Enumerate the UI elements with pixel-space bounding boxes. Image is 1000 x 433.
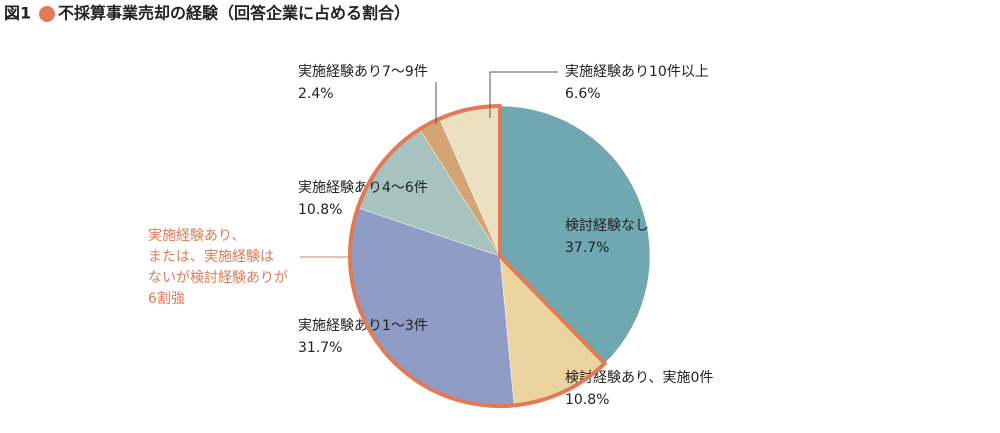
slice-value: 31.7%: [298, 340, 342, 356]
slice-label: 検討経験なし: [565, 218, 649, 234]
slice-label: 実施経験あり10件以上: [565, 64, 709, 80]
slice-value: 10.8%: [298, 202, 342, 218]
slice-value: 37.7%: [565, 240, 609, 256]
leader-line: [489, 71, 558, 118]
chart-title: 不採算事業売却の経験（回答企業に占める割合）: [58, 4, 410, 23]
slice-value: 10.8%: [565, 392, 609, 408]
annotation: または、実施経験は: [148, 249, 274, 265]
annotation: 6割強: [148, 290, 185, 307]
slice-value: 2.4%: [298, 86, 334, 102]
slice-value: 6.6%: [565, 86, 601, 102]
slice-label: 検討経験あり、実施0件: [565, 370, 713, 386]
annotation: ないが検討経験ありが: [148, 270, 288, 286]
figure-label: 図1: [4, 4, 31, 23]
slice-label: 実施経験あり7〜9件: [298, 64, 428, 80]
pie-slice: [499, 105, 651, 364]
annotation: 実施経験あり、: [148, 228, 245, 244]
slice-label: 実施経験あり1〜3件: [298, 318, 428, 334]
highlight-outline: [348, 104, 607, 408]
title-bullet: [39, 6, 55, 22]
slice-label: 実施経験あり4〜6件: [298, 180, 428, 196]
